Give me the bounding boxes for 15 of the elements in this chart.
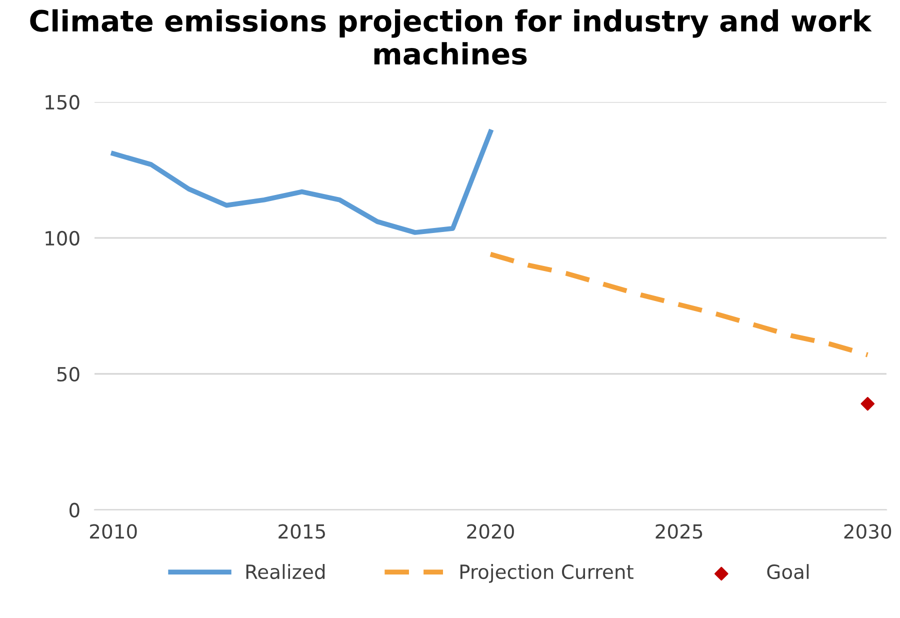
y-tick-label: 100 xyxy=(46,230,80,246)
x-tick-label: 2020 xyxy=(467,524,514,539)
legend-label: Goal xyxy=(767,564,809,580)
x-tick-label: 2030 xyxy=(844,524,892,539)
y-tick-label: 150 xyxy=(46,94,80,110)
legend-label: Realized xyxy=(246,564,325,580)
y-tick-label: 50 xyxy=(57,366,80,382)
legend-label: Projection Current xyxy=(460,564,634,583)
x-tick-label: 2010 xyxy=(90,524,137,539)
line-series xyxy=(110,129,493,235)
x-tick-label: 2025 xyxy=(656,524,702,539)
x-tick-label: 2015 xyxy=(278,524,325,539)
line-series xyxy=(488,252,870,358)
chart-title: Climate emissions projection for industry and work machines xyxy=(30,9,872,65)
y-tick-label: 0 xyxy=(70,502,80,518)
